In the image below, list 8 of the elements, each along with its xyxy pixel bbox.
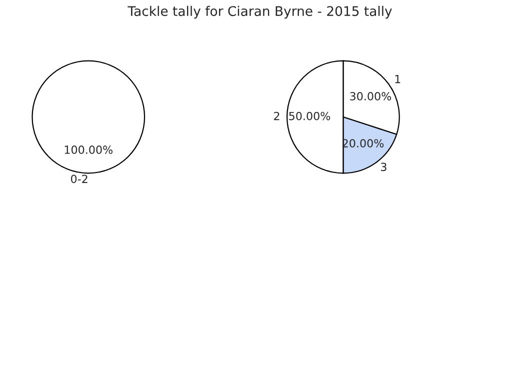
data-label: 50.00%	[289, 112, 330, 120]
data-label: 100.00%	[64, 146, 113, 154]
slice-label: 2	[274, 112, 280, 120]
slice-label: 3	[381, 162, 386, 172]
slice-label: 1	[395, 74, 400, 84]
slice-label: 0-2	[70, 174, 88, 184]
chart-title: Tackle tally for Ciaran Byrne - 2015 tally	[128, 6, 392, 19]
data-label: 30.00%	[350, 92, 392, 100]
